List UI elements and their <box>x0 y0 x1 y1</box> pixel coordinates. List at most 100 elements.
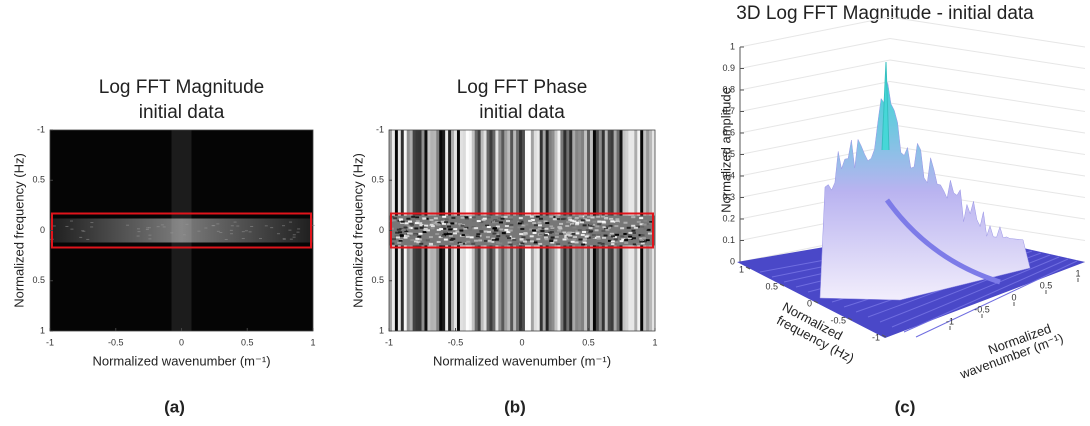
image-noise <box>613 238 618 241</box>
image-noise <box>90 226 94 228</box>
image-noise <box>570 231 575 234</box>
image-noise <box>582 231 587 234</box>
wall-grid <box>889 59 1086 91</box>
y-tick-label: -1 <box>872 332 880 342</box>
image-noise <box>436 222 441 225</box>
y-tick-label: -0.5 <box>830 315 846 325</box>
image-noise <box>455 230 460 233</box>
image-noise <box>549 225 554 228</box>
x-tick-label: 0.5 <box>1040 280 1053 290</box>
image-noise <box>487 239 492 242</box>
image-noise <box>570 240 575 243</box>
image-noise <box>508 216 513 219</box>
image-noise <box>499 228 504 231</box>
y-tick-label: -1 <box>37 124 45 134</box>
image-noise <box>571 232 576 235</box>
image-noise <box>136 228 140 230</box>
image-noise <box>476 233 481 236</box>
image-noise <box>440 220 445 223</box>
surface-peak <box>881 61 890 151</box>
image-noise <box>430 227 435 230</box>
image-noise <box>645 239 650 242</box>
y-tick <box>847 317 853 321</box>
panel-caption: (b) <box>504 397 526 416</box>
image-noise <box>548 231 553 234</box>
y-tick-label: 0.5 <box>32 175 45 185</box>
image-noise <box>431 221 436 224</box>
image-noise <box>534 228 539 231</box>
image-noise <box>565 224 570 227</box>
image-noise <box>459 229 464 232</box>
image-noise <box>185 223 189 225</box>
image-noise <box>507 241 512 244</box>
image-noise <box>627 237 632 240</box>
image-noise <box>623 232 628 235</box>
image-noise <box>442 215 447 218</box>
image-noise <box>585 234 590 237</box>
image-noise <box>567 241 572 244</box>
image-noise <box>568 238 573 241</box>
image-noise <box>530 219 535 222</box>
image-noise <box>506 230 511 233</box>
image-noise <box>426 224 431 227</box>
image-noise <box>631 216 636 219</box>
image-noise <box>639 223 644 226</box>
image-noise <box>460 224 465 227</box>
x-tick-label: 0 <box>519 337 524 347</box>
x-tick-label: -0.5 <box>108 337 124 347</box>
y-tick <box>813 300 819 304</box>
wall-grid <box>739 81 891 112</box>
y-tick <box>881 334 887 338</box>
z-tick-label: 0.9 <box>722 63 735 73</box>
image-noise <box>259 238 263 240</box>
image-noise <box>436 228 441 231</box>
panel-title: initial data <box>139 102 225 123</box>
image-noise <box>414 222 419 225</box>
image <box>50 130 316 331</box>
y-tick-label: 1 <box>379 325 384 335</box>
image-noise <box>415 216 420 219</box>
image-noise <box>631 231 636 234</box>
image-noise <box>491 237 496 240</box>
image-noise <box>65 225 69 227</box>
image-noise <box>448 228 453 231</box>
image-noise <box>485 236 490 239</box>
image-noise <box>439 218 444 221</box>
image-noise <box>544 227 549 230</box>
panel-caption: (a) <box>164 397 185 416</box>
image-noise <box>230 225 234 227</box>
z-tick-label: 1 <box>730 41 735 51</box>
image-noise <box>566 221 571 224</box>
image-noise <box>553 239 558 242</box>
image-noise <box>521 236 526 239</box>
image <box>389 130 656 331</box>
image-noise <box>424 217 429 220</box>
image-noise <box>473 239 478 242</box>
image-noise <box>573 236 578 239</box>
image-noise <box>529 240 534 243</box>
image-noise <box>496 235 501 238</box>
image-noise <box>491 221 496 224</box>
wall-grid <box>889 145 1086 177</box>
image-noise <box>537 224 542 227</box>
image-noise <box>447 225 452 228</box>
image-noise <box>399 234 404 237</box>
image-noise <box>595 225 600 228</box>
image-noise <box>394 234 399 237</box>
image-noise <box>212 225 216 227</box>
image-noise <box>500 217 505 220</box>
image-noise <box>182 234 186 236</box>
image-noise <box>564 236 569 239</box>
image-noise <box>494 220 499 223</box>
image-noise <box>264 225 268 227</box>
image-noise <box>537 235 542 238</box>
image-noise <box>450 222 455 225</box>
image-noise <box>610 220 615 223</box>
image-noise <box>398 231 403 234</box>
image-noise <box>620 235 625 238</box>
image-noise <box>522 233 527 236</box>
image-noise <box>70 228 74 230</box>
image-noise <box>399 227 404 230</box>
image-noise <box>521 224 526 227</box>
image-noise <box>81 230 85 232</box>
